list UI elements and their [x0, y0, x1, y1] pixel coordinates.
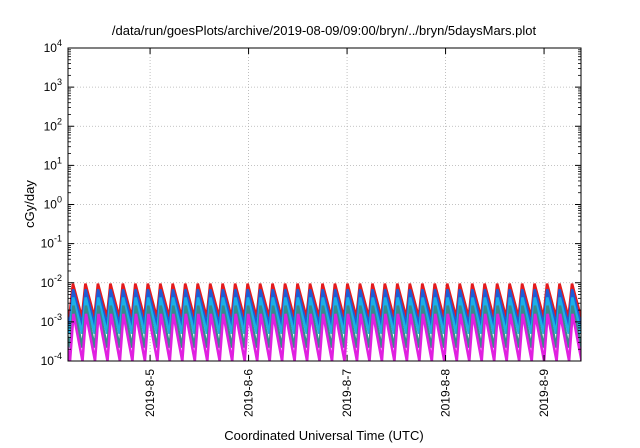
y-tick-label: 10-2 — [41, 273, 62, 290]
series-line — [68, 313, 581, 361]
series-layer — [68, 283, 581, 361]
axis-ticks — [68, 47, 581, 362]
grid-lines — [68, 48, 581, 361]
y-tick-mantissa: 10 — [44, 80, 58, 94]
y-tick-mantissa: 10 — [44, 158, 58, 172]
y-tick-label: 10-4 — [41, 351, 62, 368]
y-tick-exponent: 1 — [57, 155, 62, 165]
y-tick-label: 103 — [44, 77, 62, 94]
y-tick-mantissa: 10 — [44, 119, 58, 133]
y-tick-mantissa: 10 — [41, 354, 55, 368]
y-tick-mantissa: 10 — [41, 237, 55, 251]
y-tick-exponent: -1 — [54, 234, 62, 244]
chart-title: /data/run/goesPlots/archive/2019-08-09/0… — [112, 23, 537, 38]
x-tick-label: 2019-8-8 — [439, 369, 453, 417]
y-tick-exponent: -4 — [54, 351, 62, 361]
y-tick-mantissa: 10 — [44, 198, 58, 212]
y-tick-label: 102 — [44, 116, 62, 133]
y-tick-label: 101 — [44, 155, 62, 172]
x-tick-label: 2019-8-6 — [242, 369, 256, 417]
y-tick-label: 10-3 — [41, 312, 62, 329]
y-tick-label: 100 — [44, 195, 62, 212]
y-tick-exponent: 3 — [57, 77, 62, 87]
x-tick-label: 2019-8-5 — [143, 369, 157, 417]
y-tick-mantissa: 10 — [41, 276, 55, 290]
y-axis-label: cGy/day — [22, 180, 37, 228]
y-tick-label: 10-1 — [41, 234, 62, 251]
y-tick-exponent: 0 — [57, 195, 62, 205]
y-tick-exponent: -2 — [54, 273, 62, 283]
y-tick-label: 104 — [44, 38, 62, 55]
x-tick-label: 2019-8-7 — [340, 369, 354, 417]
y-tick-mantissa: 10 — [44, 41, 58, 55]
y-tick-mantissa: 10 — [41, 315, 55, 329]
y-tick-exponent: -3 — [54, 312, 62, 322]
y-tick-exponent: 2 — [57, 116, 62, 126]
x-tick-label: 2019-8-9 — [537, 369, 551, 417]
y-tick-exponent: 4 — [57, 38, 62, 48]
x-tick-labels: 2019-8-5 2019-8-6 2019-8-7 2019-8-8 2019-8-9 — [143, 369, 551, 417]
x-axis-label: Coordinated Universal Time (UTC) — [224, 428, 423, 443]
